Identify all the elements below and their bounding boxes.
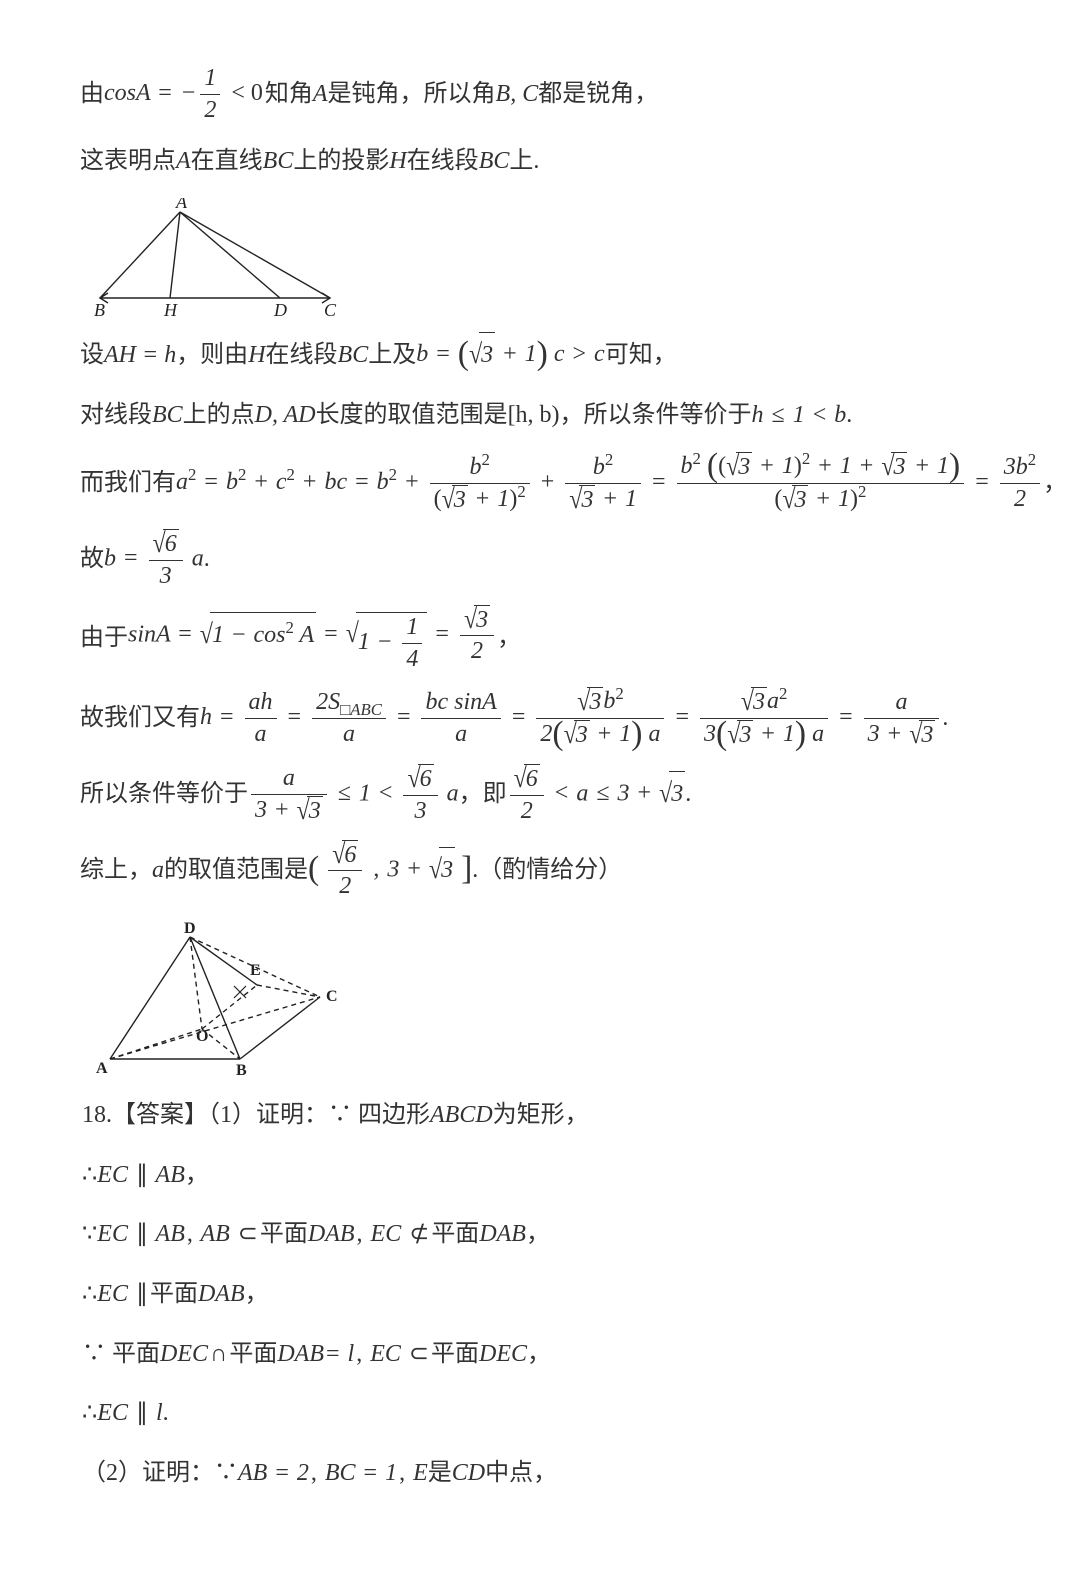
line-h-chain: 故我们又有 h = aha = 2S□ABCa = bc sinAa = 3b2… bbox=[80, 687, 1080, 750]
math-a2-chain: a2 = b2 + c2 + bc = b2 + b2(3 + 1)2 + b2… bbox=[176, 452, 1043, 515]
line-set-AH: 设 AH = h ，则由 H 在线段 BC 上及 b = (3 + 1) c >… bbox=[80, 332, 1080, 379]
svg-text:D: D bbox=[273, 300, 287, 318]
line-18-1: 18.【答案】（1）证明：∵ 四边形 ABCD 为矩形， bbox=[80, 1093, 1080, 1139]
svg-text:E: E bbox=[250, 962, 261, 979]
svg-text:C: C bbox=[324, 300, 337, 318]
text: 由 bbox=[80, 72, 104, 118]
line-range: 对线段 BC 上的点 D, AD 长度的取值范围是 [h, b) ，所以条件等价… bbox=[80, 393, 1080, 439]
line-a2-chain: 而我们有 a2 = b2 + c2 + bc = b2 + b2(3 + 1)2… bbox=[80, 452, 1080, 515]
line-18-3: ∵ EC ∥ AB, AB ⊂ 平面 DAB , EC ⊄ 平面 DAB ， bbox=[80, 1212, 1080, 1258]
line-18-6: ∴ EC ∥ l . bbox=[80, 1391, 1080, 1437]
svg-text:D: D bbox=[184, 920, 196, 937]
line-cond2: 所以条件等价于 a3 + 3 ≤ 1 < 63 a ，即 62 < a ≤ 3 … bbox=[80, 764, 1080, 826]
math-BC: B, C bbox=[496, 72, 539, 118]
svg-text:C: C bbox=[326, 988, 338, 1005]
line-18-4: ∴ EC ∥ 平面 DAB ， bbox=[80, 1272, 1080, 1318]
line-18-2: ∴ EC ∥ AB ， bbox=[80, 1153, 1080, 1199]
math-b-eq: b = (3 + 1) c > c bbox=[416, 332, 605, 379]
figure-pyramid: A B C D E O bbox=[90, 919, 1080, 1079]
text: 知角 bbox=[265, 72, 313, 118]
line-b-eq-a: 故 b = 63 a . bbox=[80, 529, 1080, 591]
line-18-7: （2）证明：∵ AB = 2, BC = 1, E 是 CD 中点， bbox=[80, 1451, 1080, 1497]
line-final: 综上， a 的取值范围是 ( 62 , 3 + 3 ] . （酌情给分） bbox=[80, 840, 1080, 902]
math-cosA: cosA = −12 < 0 bbox=[104, 64, 265, 125]
figure-triangle: A B H D C bbox=[80, 198, 1080, 318]
line-projection: 这表明点 A 在直线 BC 上的投影 H 在线段 BC 上. bbox=[80, 139, 1080, 185]
line-18-5: ∵ 平面 DEC ∩ 平面 DAB = l, EC ⊂ 平面 DEC ， bbox=[80, 1332, 1080, 1378]
svg-text:O: O bbox=[196, 1028, 208, 1045]
text: 都是锐角， bbox=[538, 72, 658, 118]
math-A: A bbox=[313, 72, 328, 118]
text: 是钝角，所以角 bbox=[328, 72, 496, 118]
svg-text:B: B bbox=[94, 300, 105, 318]
svg-text:H: H bbox=[163, 300, 178, 318]
svg-text:A: A bbox=[175, 198, 188, 212]
line-cosA: 由 cosA = −12 < 0 知角 A 是钝角，所以角 B, C 都是锐角， bbox=[80, 64, 1080, 125]
svg-text:A: A bbox=[96, 1060, 108, 1077]
line-sinA: 由于 sinA = 1 − cos2 A = 1 − 14 = 32 ， bbox=[80, 605, 1080, 674]
svg-text:B: B bbox=[236, 1062, 247, 1079]
